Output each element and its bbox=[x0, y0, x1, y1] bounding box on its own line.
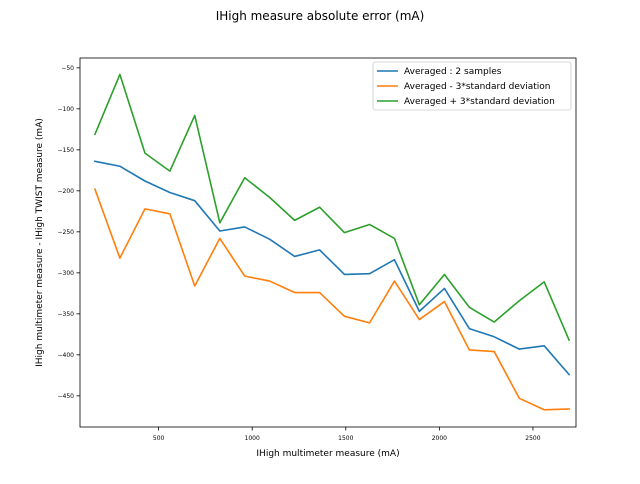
y-axis-label: IHigh multimeter measure - IHigh TWIST m… bbox=[35, 118, 45, 367]
x-tick-label: 1500 bbox=[338, 435, 353, 442]
y-axis: −50 −100 −150 −200 −250 −300 −350 −400 −450 bbox=[58, 65, 80, 400]
legend-label-1: Averaged : 2 samples bbox=[404, 67, 502, 77]
legend: Averaged : 2 samples Averaged - 3*standar… bbox=[372, 61, 572, 111]
series-line-2 bbox=[93, 188, 570, 411]
y-tick-label: −350 bbox=[58, 311, 75, 318]
x-tick-label: 500 bbox=[153, 435, 165, 442]
series-line-3 bbox=[93, 73, 571, 342]
y-tick-label: −400 bbox=[58, 352, 75, 359]
legend-label-3: Averaged + 3*standard deviation bbox=[404, 97, 555, 107]
plot-area bbox=[79, 57, 577, 428]
legend-label-2: Averaged - 3*standard deviation bbox=[404, 82, 550, 92]
x-tick-label: 2500 bbox=[525, 435, 540, 442]
y-tick-label: −250 bbox=[58, 229, 75, 236]
legend-box bbox=[372, 61, 572, 111]
chart-title: IHigh measure absolute error (mA) bbox=[216, 9, 425, 23]
y-tick-label: −150 bbox=[58, 147, 75, 154]
series-layer bbox=[93, 73, 571, 411]
x-axis: 500 1000 1500 2000 2500 bbox=[153, 427, 541, 442]
y-tick-label: −300 bbox=[58, 270, 75, 277]
y-tick-label: −200 bbox=[58, 188, 75, 195]
y-tick-label: −450 bbox=[58, 393, 75, 400]
x-tick-label: 2000 bbox=[432, 435, 447, 442]
x-axis-label: IHigh multimeter measure (mA) bbox=[256, 449, 399, 459]
y-tick-label: −50 bbox=[61, 65, 74, 72]
series-line-1 bbox=[94, 160, 571, 376]
y-tick-label: −100 bbox=[58, 106, 75, 113]
x-tick-label: 1000 bbox=[245, 435, 260, 442]
